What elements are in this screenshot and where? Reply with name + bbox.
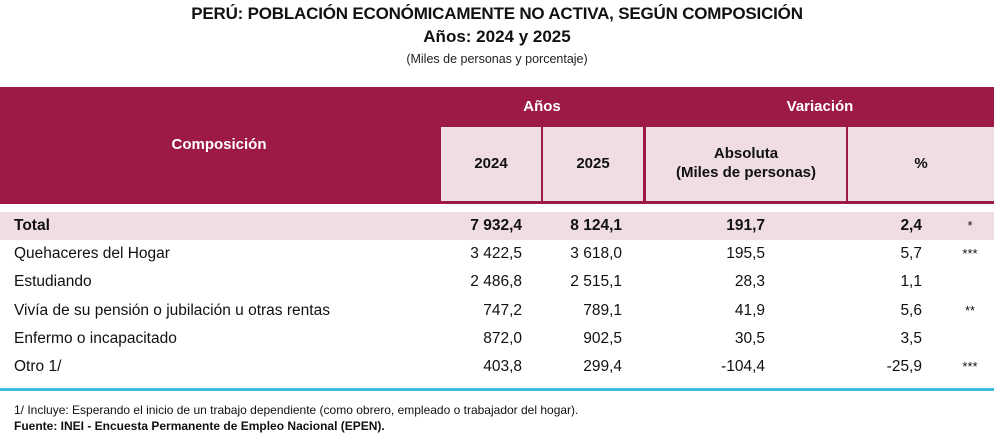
- footnote: 1/ Incluye: Esperando el inicio de un tr…: [14, 403, 579, 417]
- value-2025: 902,5: [583, 330, 622, 347]
- significance-mark: **: [964, 303, 976, 318]
- significance-mark: ***: [962, 359, 978, 374]
- header-variacion: Variación: [646, 87, 994, 125]
- table-row: Estudiando 2 486,8 2 515,1 28,3 1,1: [0, 268, 994, 296]
- value-absoluta: 191,7: [726, 217, 765, 234]
- row-label: Vivía de su pensión o jubilación u otras…: [14, 302, 330, 319]
- header-absoluta-line2: (Miles de personas): [675, 164, 817, 181]
- table-row: Vivía de su pensión o jubilación u otras…: [0, 297, 994, 325]
- value-2025: 3 618,0: [570, 245, 622, 262]
- value-pct: 5,6: [900, 302, 922, 319]
- value-2024: 7 932,4: [470, 217, 522, 234]
- value-2025: 2 515,1: [570, 273, 622, 290]
- value-absoluta: 30,5: [734, 330, 765, 347]
- value-absoluta: 41,9: [734, 302, 765, 319]
- header-pct: %: [848, 127, 994, 201]
- value-2025: 8 124,1: [570, 217, 622, 234]
- value-pct: 2,4: [900, 217, 922, 234]
- significance-mark: *: [967, 218, 973, 233]
- row-label: Quehaceres del Hogar: [14, 245, 170, 262]
- table-bottom-rule: [0, 388, 994, 391]
- value-2024: 403,8: [483, 358, 522, 375]
- header-absoluta-line1: Absoluta: [713, 145, 779, 163]
- value-absoluta: -104,4: [721, 358, 765, 375]
- value-2024: 2 486,8: [470, 273, 522, 290]
- row-label: Enfermo o incapacitado: [14, 330, 177, 347]
- header-anios: Años: [441, 87, 643, 125]
- row-label: Estudiando: [14, 273, 92, 290]
- value-pct: -25,9: [886, 358, 922, 375]
- value-2024: 747,2: [483, 302, 522, 319]
- header-2025: 2025: [543, 127, 643, 201]
- header-2024: 2024: [441, 127, 541, 201]
- table-row: Quehaceres del Hogar 3 422,5 3 618,0 195…: [0, 240, 994, 268]
- table-title: PERÚ: POBLACIÓN ECONÓMICAMENTE NO ACTIVA…: [191, 4, 803, 23]
- table-row-total: Total 7 932,4 8 124,1 191,7 2,4 *: [0, 212, 994, 240]
- header-absoluta: Absoluta (Miles de personas): [646, 127, 846, 201]
- value-pct: 5,7: [900, 245, 922, 262]
- table-row: Enfermo o incapacitado 872,0 902,5 30,5 …: [0, 325, 994, 353]
- significance-mark: ***: [962, 246, 978, 261]
- row-label: Otro 1/: [14, 358, 62, 375]
- row-label: Total: [14, 217, 50, 234]
- table-subtitle: (Miles de personas y porcentaje): [406, 52, 588, 66]
- value-absoluta: 28,3: [734, 273, 765, 290]
- value-2024: 872,0: [483, 330, 522, 347]
- value-pct: 1,1: [900, 273, 922, 290]
- source-note: Fuente: INEI - Encuesta Permanente de Em…: [14, 419, 385, 433]
- table-row: Otro 1/ 403,8 299,4 -104,4 -25,9 ***: [0, 353, 994, 381]
- significance-mark: [950, 268, 990, 296]
- value-2025: 789,1: [583, 302, 622, 319]
- table-years: Años: 2024 y 2025: [423, 27, 571, 46]
- value-absoluta: 195,5: [726, 245, 765, 262]
- header-composicion: Composición: [0, 87, 438, 201]
- value-2025: 299,4: [583, 358, 622, 375]
- value-pct: 3,5: [900, 330, 922, 347]
- value-2024: 3 422,5: [470, 245, 522, 262]
- significance-mark: [950, 325, 990, 353]
